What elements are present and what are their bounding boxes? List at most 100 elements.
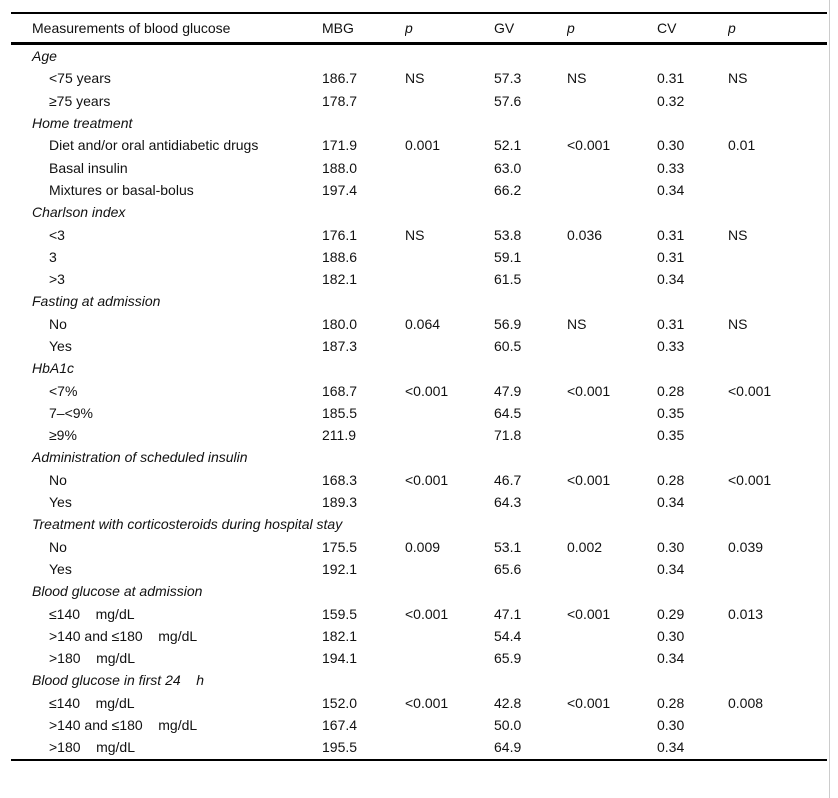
p-cv-value <box>728 156 827 178</box>
gv-value: 64.5 <box>494 404 522 421</box>
mbg-value: 159.5 <box>322 605 358 622</box>
gv-value: 61.5 <box>494 271 522 288</box>
p-gv-value: NS <box>567 315 587 332</box>
section-row: Treatment with corticosteroids during ho… <box>11 513 827 535</box>
gv-value: 42.8 <box>494 694 522 711</box>
cv-value: 0.35 <box>657 427 685 444</box>
p-gv-value: <0.001 <box>567 137 611 154</box>
mbg-value: 189.3 <box>322 494 358 511</box>
data-row: Yes 192.1 65.6 0.34 <box>11 558 827 580</box>
data-row: ≤140 mg/dL 159.5 <0.001 47.1 <0.001 0.29 0.013 <box>11 602 827 624</box>
p-cv-value <box>728 625 827 647</box>
p-gv-value <box>567 647 657 669</box>
gv-value: 63.0 <box>494 159 522 176</box>
p-mbg-value: 0.009 <box>405 538 441 555</box>
p-cv-value: 0.01 <box>728 137 756 154</box>
p-cv-value: 0.008 <box>728 694 764 711</box>
p-mbg-value <box>405 424 494 446</box>
mbg-value: 192.1 <box>322 560 358 577</box>
blood-glucose-measurements-table: Measurements of blood glucose MBG p GV p… <box>11 12 827 761</box>
cv-value: 0.30 <box>657 717 685 734</box>
p-mbg-value <box>405 625 494 647</box>
row-label: Mixtures or basal-bolus <box>49 181 194 198</box>
data-row: No 175.5 0.009 53.1 0.002 0.30 0.039 <box>11 536 827 558</box>
mbg-value: 176.1 <box>322 226 358 243</box>
row-label: Yes <box>49 560 72 577</box>
cv-value: 0.28 <box>657 694 685 711</box>
p-mbg-value <box>405 558 494 580</box>
data-row: Basal insulin 188.0 63.0 0.33 <box>11 156 827 178</box>
section-row: Fasting at admission <box>11 290 827 312</box>
p-cv-value <box>728 736 827 759</box>
mbg-value: 197.4 <box>322 181 358 198</box>
p-gv-value <box>567 156 657 178</box>
p-gv-value <box>567 402 657 424</box>
section-title: Fasting at admission <box>32 293 161 310</box>
data-row: Yes 187.3 60.5 0.33 <box>11 335 827 357</box>
p-mbg-value <box>405 402 494 424</box>
row-label: >180 mg/dL <box>49 650 136 667</box>
data-row: 3 188.6 59.1 0.31 <box>11 246 827 268</box>
row-label: Basal insulin <box>49 159 128 176</box>
cv-value: 0.31 <box>657 226 685 243</box>
header-p-mbg: p <box>405 13 494 45</box>
p-gv-value: 0.002 <box>567 538 603 555</box>
p-gv-value <box>567 90 657 112</box>
p-gv-value <box>567 179 657 201</box>
section-row: Charlson index <box>11 201 827 223</box>
row-label: <7% <box>49 382 78 399</box>
cv-value: 0.31 <box>657 315 685 332</box>
mbg-value: 178.7 <box>322 92 358 109</box>
cv-value: 0.29 <box>657 605 685 622</box>
row-label: Yes <box>49 338 72 354</box>
data-row: >140 and ≤180 mg/dL 167.4 50.0 0.30 <box>11 714 827 736</box>
mbg-value: 167.4 <box>322 717 358 734</box>
header-measurements-label: Measurements of blood glucose <box>11 13 322 45</box>
gv-value: 47.9 <box>494 382 522 399</box>
mbg-value: 182.1 <box>322 271 358 288</box>
section-row: Blood glucose in first 24 h <box>11 669 827 691</box>
p-mbg-value: <0.001 <box>405 471 449 488</box>
section-row: Age <box>11 44 827 68</box>
p-gv-value <box>567 268 657 290</box>
p-mbg-value <box>405 647 494 669</box>
row-label: ≤140 mg/dL <box>49 605 135 622</box>
cv-value: 0.33 <box>657 159 685 176</box>
p-cv-value <box>728 647 827 669</box>
gv-value: 46.7 <box>494 471 522 488</box>
cv-value: 0.30 <box>657 538 685 555</box>
gv-value: 64.3 <box>494 494 522 511</box>
p-mbg-value <box>405 714 494 736</box>
p-mbg-value: NS <box>405 70 425 87</box>
p-mbg-value: <0.001 <box>405 605 449 622</box>
data-row: >180 mg/dL 194.1 65.9 0.34 <box>11 647 827 669</box>
row-label: ≤140 mg/dL <box>49 694 135 711</box>
section-title: HbA1c <box>32 360 75 377</box>
p-gv-value <box>567 558 657 580</box>
p-gv-value <box>567 736 657 759</box>
cv-value: 0.35 <box>657 404 685 421</box>
p-mbg-value <box>405 246 494 268</box>
data-row: Yes 189.3 64.3 0.34 <box>11 491 827 513</box>
gv-value: 52.1 <box>494 137 522 154</box>
gv-value: 66.2 <box>494 181 522 198</box>
p-gv-value <box>567 424 657 446</box>
p-cv-value <box>728 424 827 446</box>
data-row: Diet and/or oral antidiabetic drugs 171.9… <box>11 134 827 156</box>
header-mbg: MBG <box>322 13 405 45</box>
header-p-cv: p <box>728 13 827 45</box>
header-gv: GV <box>494 13 567 45</box>
gv-value: 53.1 <box>494 538 522 555</box>
p-cv-value <box>728 558 827 580</box>
cv-value: 0.34 <box>657 271 685 288</box>
p-gv-value: <0.001 <box>567 694 611 711</box>
p-gv-value: NS <box>567 70 587 87</box>
row-label: >180 mg/dL <box>49 739 136 756</box>
gv-value: 60.5 <box>494 338 522 354</box>
row-label: <3 <box>49 226 65 243</box>
row-label: Diet and/or oral antidiabetic drugs <box>49 137 259 154</box>
cv-value: 0.34 <box>657 739 685 756</box>
gv-value: 65.9 <box>494 650 522 667</box>
mbg-value: 180.0 <box>322 315 358 332</box>
data-row: <3 176.1 NS 53.8 0.036 0.31 NS <box>11 223 827 245</box>
